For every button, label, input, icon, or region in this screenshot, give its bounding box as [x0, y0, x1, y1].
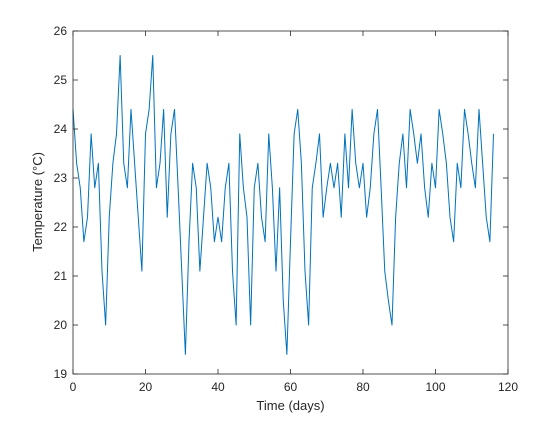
y-axis-label: Temperature (°C) [30, 152, 45, 252]
y-tick-label: 21 [54, 269, 68, 283]
y-tick-label: 22 [54, 220, 68, 234]
x-tick-label: 0 [70, 380, 77, 394]
x-tick-label: 120 [498, 380, 518, 394]
series-line-0 [72, 55, 494, 355]
y-tick-label: 26 [54, 24, 68, 38]
y-tick-label: 20 [54, 318, 68, 332]
y-tick-label: 23 [54, 171, 68, 185]
x-axis-label: Time (days) [256, 398, 324, 413]
x-tick-label: 60 [284, 380, 298, 394]
series-layer [72, 55, 494, 355]
x-tick-label: 100 [425, 380, 445, 394]
x-tick-label: 80 [356, 380, 370, 394]
y-tick-label: 25 [54, 73, 68, 87]
plot-background [73, 31, 508, 374]
ticks: 0 20 40 60 80 100 120 19 20 21 22 23 24 25 26 [54, 24, 519, 394]
x-tick-label: 40 [211, 380, 225, 394]
y-tick-label: 24 [54, 122, 68, 136]
plot-area [73, 31, 508, 374]
x-tick-label: 20 [139, 380, 153, 394]
y-tick-label: 19 [54, 367, 68, 381]
